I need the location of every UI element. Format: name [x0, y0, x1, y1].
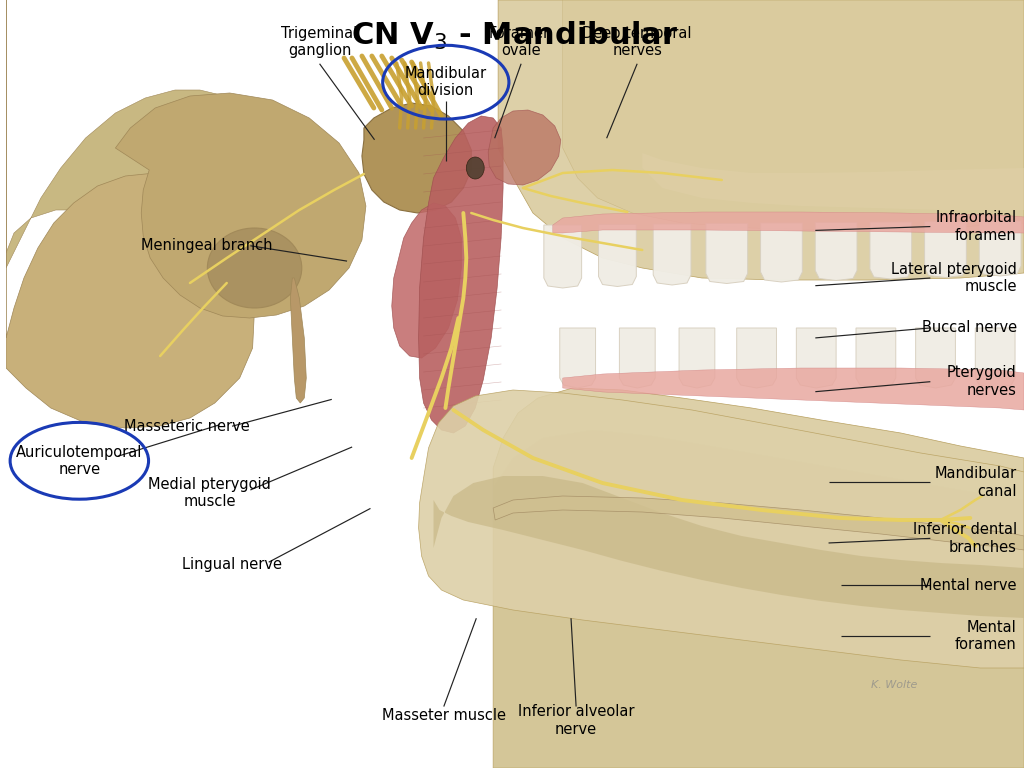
Text: Mental
foramen: Mental foramen [955, 620, 1017, 652]
Text: Mandibular
canal: Mandibular canal [935, 466, 1017, 498]
Polygon shape [392, 203, 462, 358]
Text: Lateral pterygoid
muscle: Lateral pterygoid muscle [891, 262, 1017, 294]
Polygon shape [706, 223, 748, 283]
Text: Masseteric nerve: Masseteric nerve [124, 419, 250, 434]
Polygon shape [870, 222, 911, 279]
Polygon shape [494, 430, 1024, 768]
Text: Inferior alveolar
nerve: Inferior alveolar nerve [518, 704, 634, 737]
Text: Lingual nerve: Lingual nerve [182, 557, 282, 572]
Polygon shape [291, 278, 306, 403]
Polygon shape [488, 110, 561, 185]
Text: Foramen
ovale: Foramen ovale [488, 26, 553, 58]
Polygon shape [679, 328, 715, 388]
Polygon shape [653, 224, 691, 285]
Text: Trigeminal
ganglion: Trigeminal ganglion [282, 26, 357, 58]
Polygon shape [361, 103, 471, 213]
Text: CN V$_3$ - Mandibular: CN V$_3$ - Mandibular [351, 20, 679, 52]
Polygon shape [544, 225, 582, 288]
Polygon shape [563, 368, 1024, 410]
Polygon shape [599, 224, 636, 286]
Text: Auriculotemporal
nerve: Auriculotemporal nerve [16, 445, 142, 477]
Text: Meningeal branch: Meningeal branch [141, 238, 272, 253]
Polygon shape [761, 223, 803, 282]
Ellipse shape [207, 228, 302, 308]
Polygon shape [620, 328, 655, 388]
Polygon shape [6, 0, 264, 268]
Polygon shape [6, 0, 255, 428]
Text: Medial pterygoid
muscle: Medial pterygoid muscle [148, 477, 271, 509]
Text: Inferior dental
branches: Inferior dental branches [912, 522, 1017, 554]
Text: Mandibular
division: Mandibular division [404, 66, 486, 98]
Polygon shape [419, 116, 503, 433]
Text: Pterygoid
nerves: Pterygoid nerves [947, 366, 1017, 398]
Polygon shape [563, 0, 1024, 230]
Text: Buccal nerve: Buccal nerve [922, 320, 1017, 336]
Polygon shape [494, 388, 1024, 768]
Polygon shape [433, 476, 1024, 618]
Text: K. Wolte: K. Wolte [870, 680, 918, 690]
Text: Masseter muscle: Masseter muscle [382, 708, 506, 723]
Polygon shape [642, 153, 1024, 210]
Polygon shape [925, 221, 967, 277]
Text: Infraorbital
foramen: Infraorbital foramen [936, 210, 1017, 243]
Polygon shape [419, 390, 1024, 668]
Polygon shape [116, 93, 366, 318]
Polygon shape [498, 0, 1024, 280]
Polygon shape [915, 328, 955, 388]
Ellipse shape [466, 157, 484, 179]
Polygon shape [494, 496, 1024, 550]
Polygon shape [856, 328, 896, 388]
Text: Deep temporal
nerves: Deep temporal nerves [583, 26, 692, 58]
Text: Mental nerve: Mental nerve [921, 578, 1017, 593]
Polygon shape [979, 221, 1021, 276]
Polygon shape [815, 223, 857, 280]
Polygon shape [975, 328, 1015, 388]
Polygon shape [736, 328, 776, 388]
Polygon shape [553, 212, 1024, 233]
Polygon shape [560, 328, 596, 388]
Polygon shape [797, 328, 837, 388]
